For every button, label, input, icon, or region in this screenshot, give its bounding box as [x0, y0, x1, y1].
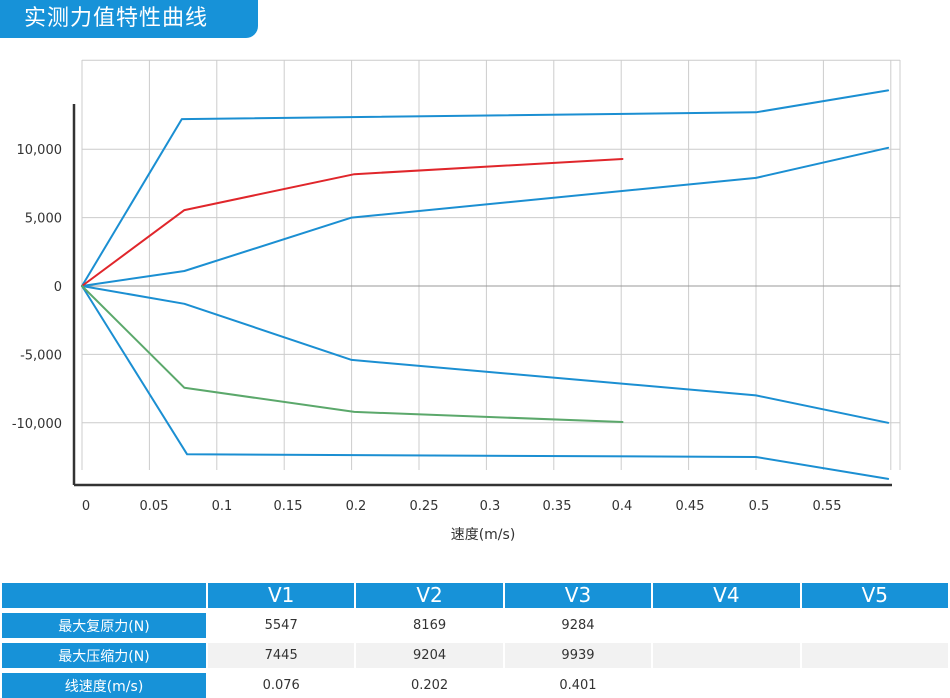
x-tick-label: 0.45 — [676, 499, 705, 514]
table-cell: 5547 — [208, 613, 355, 638]
series-line-3 — [81, 285, 890, 424]
y-tick-label: 10,000 — [17, 143, 63, 158]
table-cell — [801, 673, 948, 698]
series-line-2 — [81, 146, 890, 287]
y-tick-label: 0 — [54, 280, 62, 295]
y-tick-label: 5,000 — [25, 212, 62, 227]
table-row-rebound-force: 最大复原力(N) 5547 8169 9284 — [2, 613, 948, 638]
column-header-v1: V1 — [208, 583, 355, 608]
table-cell: 8169 — [356, 613, 503, 638]
series-line-6 — [81, 285, 624, 423]
row-label-rebound-force: 最大复原力(N) — [2, 613, 206, 638]
series-line-5 — [81, 158, 624, 287]
column-header-v4: V4 — [653, 583, 800, 608]
table-cell: 0.401 — [504, 673, 652, 698]
table-cell — [801, 643, 948, 668]
x-axis-label: 速度(m/s) — [450, 527, 516, 543]
row-label-compression-force: 最大压缩力(N) — [2, 643, 206, 668]
series-line-1 — [81, 89, 890, 287]
x-tick-label: 0.4 — [612, 499, 633, 514]
column-header-v2: V2 — [356, 583, 503, 608]
x-tick-label: 0.2 — [346, 499, 367, 514]
table-row-compression-force: 最大压缩力(N) 7445 9204 9939 — [2, 643, 948, 668]
table-header-row: V1 V2 V3 V4 V5 — [2, 583, 948, 608]
x-tick-label: 0.55 — [813, 499, 842, 514]
table-cell: 0.076 — [208, 673, 355, 698]
table-cell — [801, 613, 948, 638]
force-velocity-chart: 10,000 5,000 0 -5,000 -10,000 0 0.05 0.1 0.15 0.2… — [12, 59, 901, 514]
x-tick-label: 0.1 — [212, 499, 233, 514]
series-line-4 — [81, 285, 890, 480]
table-cell: 0.202 — [356, 673, 503, 698]
table-cell — [653, 673, 800, 698]
column-header-v5: V5 — [801, 583, 948, 608]
row-label-line-velocity: 线速度(m/s) — [2, 673, 206, 698]
table-cell: 9284 — [504, 613, 652, 638]
x-tick-label: 0.35 — [543, 499, 572, 514]
table-cell: 9204 — [356, 643, 503, 668]
y-tick-label: -10,000 — [12, 417, 62, 432]
measurement-table: V1 V2 V3 V4 V5 最大复原力(N) 5547 8169 9284 最… — [0, 583, 950, 698]
table-corner-cell — [2, 583, 206, 608]
table-row-line-velocity: 线速度(m/s) 0.076 0.202 0.401 — [2, 673, 948, 698]
page-title: 实测力值特性曲线 — [0, 0, 258, 38]
x-tick-label: 0.05 — [140, 499, 169, 514]
x-tick-label: 0 — [82, 499, 90, 514]
y-tick-label: -5,000 — [20, 348, 62, 363]
table-cell: 9939 — [504, 643, 652, 668]
x-tick-label: 0.25 — [410, 499, 439, 514]
x-tick-label: 0.3 — [480, 499, 501, 514]
x-tick-label: 0.5 — [749, 499, 770, 514]
table-cell: 7445 — [208, 643, 355, 668]
table-cell — [653, 643, 800, 668]
table-cell — [653, 613, 800, 638]
column-header-v3: V3 — [504, 583, 652, 608]
x-tick-label: 0.15 — [274, 499, 303, 514]
